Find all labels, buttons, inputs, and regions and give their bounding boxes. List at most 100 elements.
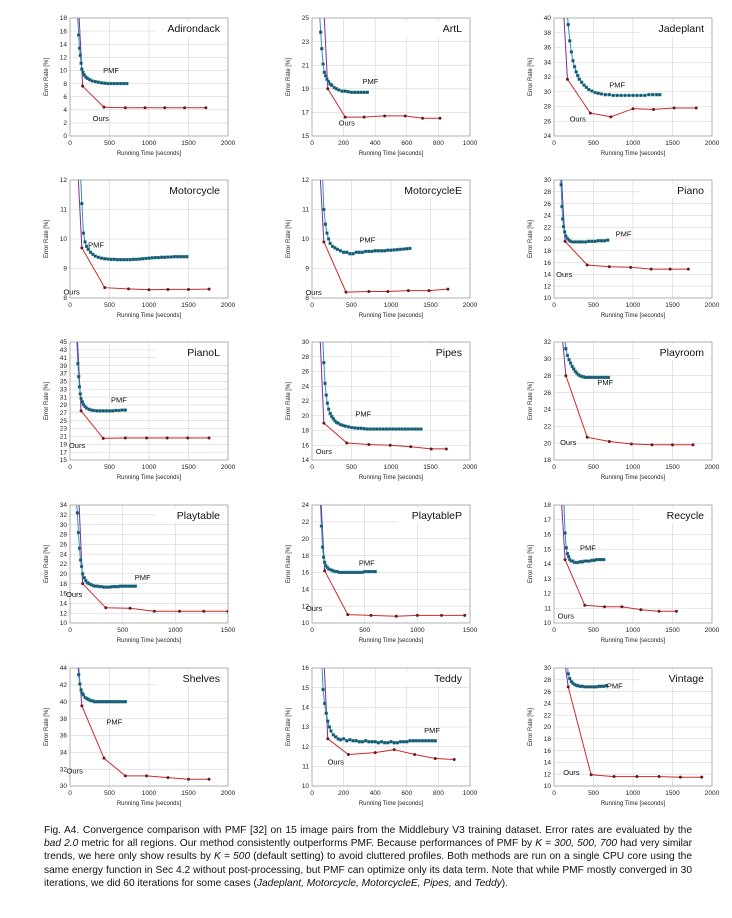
pmf-point: [79, 564, 84, 569]
y-tick-label: 14: [544, 561, 552, 568]
y-tick-label: 40: [60, 699, 68, 706]
y-axis-label: Error Rate [%]: [286, 708, 292, 746]
pmf-point: [77, 385, 82, 389]
chart-svg: 14 16 18 20 22 24 26 28 30 0 500 1000 1500 2000 Runnin…: [286, 339, 478, 481]
series-group: [561, 505, 678, 613]
pmf-point: [362, 90, 366, 94]
ours-series-line: [566, 78, 697, 118]
pmf-point: [185, 255, 189, 259]
pmf-point: [373, 249, 377, 253]
ours-point: [686, 267, 690, 271]
ours-point: [346, 753, 350, 757]
pmf-point: [643, 93, 647, 98]
ours-point: [123, 106, 127, 110]
pmf-point: [568, 677, 572, 681]
y-tick-label: 28: [544, 373, 552, 380]
y-tick-label: 22: [302, 398, 310, 405]
pmf-point: [322, 70, 326, 74]
ours-point: [323, 569, 327, 573]
y-tick-label: 12: [544, 771, 552, 778]
caption-italic-1: bad 2.0: [44, 838, 79, 850]
pmf-point: [319, 30, 323, 34]
pmf-point: [79, 61, 83, 65]
pmf-point: [655, 93, 659, 97]
ours-point: [79, 409, 83, 413]
y-tick-label: 12: [302, 177, 310, 184]
pmf-point: [408, 246, 412, 251]
x-tick-label: 200: [338, 790, 349, 797]
ours-point: [128, 606, 132, 610]
pmf-point: [367, 740, 371, 744]
series-group: [319, 180, 450, 294]
pmf-label: PMF: [363, 77, 379, 86]
chart-title: Teddy: [434, 673, 463, 685]
x-axis-label: Running Time [seconds]: [601, 801, 666, 807]
ours-point: [403, 114, 407, 118]
x-tick-label: 500: [104, 790, 115, 797]
chart-title: Adirondack: [167, 23, 220, 35]
y-tick-label: 15: [544, 546, 552, 553]
y-tick-label: 23: [302, 39, 310, 46]
ours-point: [183, 106, 187, 110]
pmf-point: [357, 740, 361, 744]
pmf-point: [125, 258, 129, 262]
x-axis-label: Running Time [seconds]: [359, 151, 424, 157]
pmf-point: [394, 427, 398, 431]
pmf-point: [353, 426, 357, 430]
pmf-point: [141, 257, 145, 261]
y-tick-label: 32: [544, 339, 552, 346]
series-group: [562, 342, 695, 447]
y-axis-label: Error Rate [%]: [528, 545, 534, 583]
ours-point: [657, 609, 661, 613]
ours-point: [589, 773, 593, 777]
ours-point: [123, 436, 127, 440]
pmf-point: [420, 739, 425, 743]
y-tick-label: 36: [60, 733, 68, 740]
ours-point: [674, 609, 678, 613]
y-tick-label: 34: [60, 749, 68, 756]
pmf-point: [351, 252, 355, 256]
pmf-point: [356, 426, 360, 430]
x-tick-label: 500: [346, 302, 357, 309]
y-tick-label: 12: [60, 55, 68, 62]
x-tick-label: 2000: [705, 302, 720, 309]
pmf-initial-segment: [564, 342, 567, 349]
pmf-point: [419, 427, 423, 431]
y-tick-label: 32: [60, 766, 68, 773]
series-group: [319, 505, 467, 618]
y-tick-label: 39: [60, 363, 68, 370]
x-axis-label: Running Time [seconds]: [117, 151, 182, 157]
pmf-point: [658, 93, 662, 97]
pmf-point: [370, 249, 374, 253]
ours-label: Ours: [560, 438, 577, 447]
ours-series-line: [564, 241, 689, 270]
x-tick-label: 1500: [181, 464, 196, 471]
y-tick-label: 30: [302, 339, 310, 346]
ours-point: [463, 613, 467, 617]
pmf-point: [323, 74, 328, 78]
x-axis-label: Running Time [seconds]: [359, 801, 424, 807]
ours-point: [103, 286, 107, 290]
y-tick-label: 21: [302, 62, 310, 69]
pmf-point: [359, 90, 363, 94]
pmf-point: [123, 700, 127, 704]
y-tick-label: 31: [60, 394, 68, 401]
series-group: [77, 18, 208, 110]
x-tick-label: 0: [310, 790, 314, 797]
pmf-point: [568, 361, 573, 365]
series-group: [319, 18, 442, 120]
plot-area: [69, 17, 229, 137]
pmf-point: [593, 90, 597, 95]
pmf-point: [349, 90, 354, 94]
pmf-point: [325, 231, 329, 235]
pmf-point: [96, 80, 101, 84]
y-tick-label: 41: [60, 355, 68, 362]
pmf-point: [169, 255, 173, 259]
pmf-point: [319, 524, 324, 528]
chart-panel-pipes: 14 16 18 20 22 24 26 28 30 0 500 1000 1500 2000 Runnin…: [270, 332, 510, 492]
pmf-initial-segment: [80, 180, 83, 204]
pmf-point: [383, 741, 387, 745]
pmf-label: PMF: [616, 230, 632, 239]
x-tick-label: 1500: [181, 302, 196, 309]
chart-svg: 30 32 34 36 38 40 42 44 0 500 1000 1500 2000 Running …: [44, 665, 236, 807]
